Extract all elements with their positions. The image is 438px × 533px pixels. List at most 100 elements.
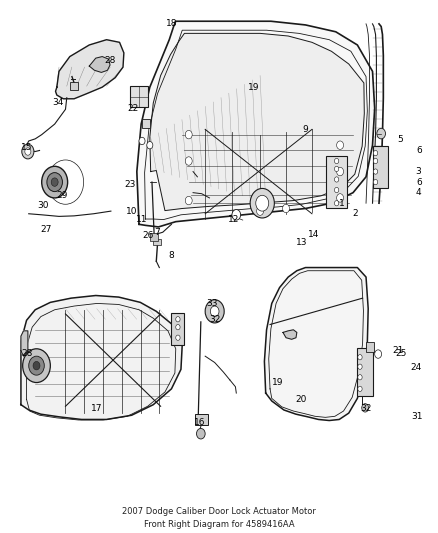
Text: 9: 9 <box>303 125 308 134</box>
Circle shape <box>25 148 31 155</box>
Polygon shape <box>89 56 110 72</box>
Text: 10: 10 <box>126 207 138 216</box>
Text: 32: 32 <box>209 315 220 324</box>
Text: 29: 29 <box>57 191 68 200</box>
Bar <box>70 82 78 90</box>
Polygon shape <box>21 331 28 356</box>
Text: 33: 33 <box>207 299 218 308</box>
Text: 16: 16 <box>194 417 205 426</box>
Text: 2: 2 <box>353 209 358 218</box>
Circle shape <box>185 157 192 165</box>
Polygon shape <box>150 34 364 211</box>
Circle shape <box>210 306 219 317</box>
Circle shape <box>362 403 369 412</box>
Circle shape <box>337 167 343 176</box>
Circle shape <box>47 173 63 191</box>
Text: 6: 6 <box>416 177 422 187</box>
Bar <box>326 156 347 208</box>
Bar <box>195 414 208 425</box>
Circle shape <box>176 325 180 330</box>
Circle shape <box>176 335 180 341</box>
Text: 25: 25 <box>395 349 406 358</box>
Bar <box>131 86 148 107</box>
Polygon shape <box>56 39 124 99</box>
Circle shape <box>283 204 290 213</box>
Circle shape <box>337 193 343 202</box>
Polygon shape <box>21 295 182 419</box>
Text: 24: 24 <box>410 364 421 372</box>
Circle shape <box>22 144 34 159</box>
Bar <box>366 342 374 352</box>
Text: 12: 12 <box>229 214 240 223</box>
Text: 13: 13 <box>296 238 308 247</box>
Bar <box>357 348 373 395</box>
Circle shape <box>42 166 67 198</box>
Bar <box>372 146 388 189</box>
Text: 34: 34 <box>53 99 64 108</box>
Circle shape <box>197 429 205 439</box>
Text: 3: 3 <box>415 167 421 176</box>
Text: 30: 30 <box>37 201 48 211</box>
Bar <box>153 239 161 245</box>
Text: 28: 28 <box>21 349 32 358</box>
Circle shape <box>139 138 145 144</box>
Circle shape <box>232 209 240 220</box>
Text: 5: 5 <box>398 135 403 144</box>
Text: 8: 8 <box>169 252 174 261</box>
Circle shape <box>335 158 339 164</box>
Text: 4: 4 <box>415 188 421 197</box>
Circle shape <box>205 300 224 323</box>
Circle shape <box>374 350 381 358</box>
Text: 32: 32 <box>360 405 372 414</box>
Circle shape <box>335 177 339 182</box>
Text: 28: 28 <box>104 56 116 66</box>
Circle shape <box>147 141 153 149</box>
Circle shape <box>335 188 339 192</box>
Bar <box>150 233 158 241</box>
Circle shape <box>358 386 362 392</box>
Circle shape <box>358 375 362 380</box>
Circle shape <box>185 131 192 139</box>
Circle shape <box>51 178 58 187</box>
Circle shape <box>185 196 192 205</box>
Text: 21: 21 <box>393 346 404 356</box>
Circle shape <box>335 200 339 206</box>
Polygon shape <box>283 330 297 340</box>
Circle shape <box>377 128 385 139</box>
Circle shape <box>250 189 274 218</box>
Circle shape <box>29 356 44 375</box>
Text: 15: 15 <box>21 143 32 152</box>
Bar <box>171 313 184 344</box>
Text: 19: 19 <box>248 83 259 92</box>
Text: 14: 14 <box>308 230 320 239</box>
Text: 11: 11 <box>136 214 148 223</box>
Circle shape <box>256 195 269 211</box>
Circle shape <box>337 141 343 149</box>
Text: 19: 19 <box>272 378 283 387</box>
Bar <box>142 119 150 128</box>
Text: 7: 7 <box>155 228 160 237</box>
Text: 20: 20 <box>296 395 307 404</box>
Circle shape <box>335 166 339 172</box>
Circle shape <box>33 361 40 370</box>
Circle shape <box>373 169 378 174</box>
Text: 17: 17 <box>91 405 103 414</box>
Text: 18: 18 <box>166 19 177 28</box>
Polygon shape <box>137 21 374 227</box>
Text: 2007 Dodge Caliber Door Lock Actuator Motor
Front Right Diagram for 4589416AA: 2007 Dodge Caliber Door Lock Actuator Mo… <box>122 507 316 529</box>
Text: 26: 26 <box>142 231 153 240</box>
Text: 6: 6 <box>416 146 422 155</box>
Text: 31: 31 <box>411 413 423 421</box>
Circle shape <box>176 317 180 322</box>
Circle shape <box>257 207 264 215</box>
Circle shape <box>23 349 50 383</box>
Text: 23: 23 <box>125 180 136 189</box>
Text: 22: 22 <box>127 104 138 113</box>
Circle shape <box>373 158 378 164</box>
Polygon shape <box>265 268 368 421</box>
Text: 27: 27 <box>40 225 52 234</box>
Circle shape <box>358 354 362 360</box>
Text: 1: 1 <box>339 199 345 208</box>
Circle shape <box>373 180 378 185</box>
Circle shape <box>358 364 362 369</box>
